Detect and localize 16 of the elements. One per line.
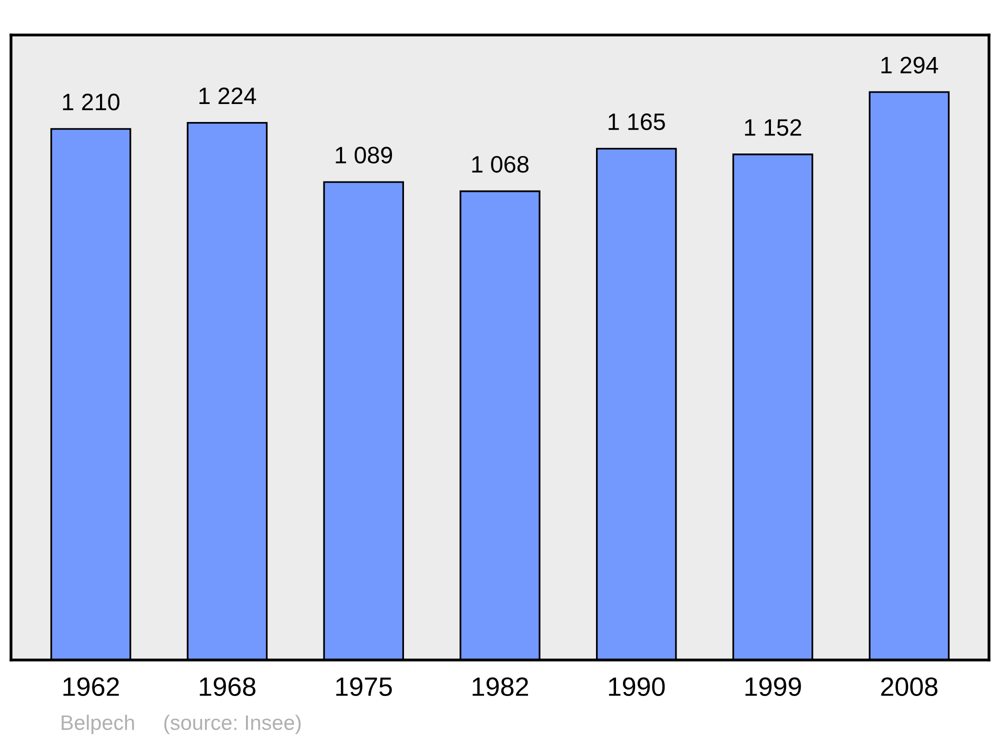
data-label: 1 224 xyxy=(199,88,256,104)
data-label: 1 152 xyxy=(745,119,802,136)
x-tick-label: 1990 xyxy=(609,677,665,696)
x-tick-label: 1982 xyxy=(472,677,528,696)
text: (source: Insee) xyxy=(164,714,301,734)
text: Belpech xyxy=(62,714,134,734)
data-label: 1 089 xyxy=(336,146,392,164)
x-tick-label: 1968 xyxy=(200,677,256,696)
x-tick-label: 1975 xyxy=(336,677,392,696)
x-tick-label: 1962 xyxy=(63,677,119,696)
data-label: 1 294 xyxy=(881,56,938,74)
data-label: 1 210 xyxy=(63,94,120,110)
data-label: 1 068 xyxy=(472,156,529,173)
x-tick-label: 1999 xyxy=(745,677,801,696)
data-label: 1 165 xyxy=(608,113,665,130)
x-tick-label: 2008 xyxy=(881,677,938,696)
